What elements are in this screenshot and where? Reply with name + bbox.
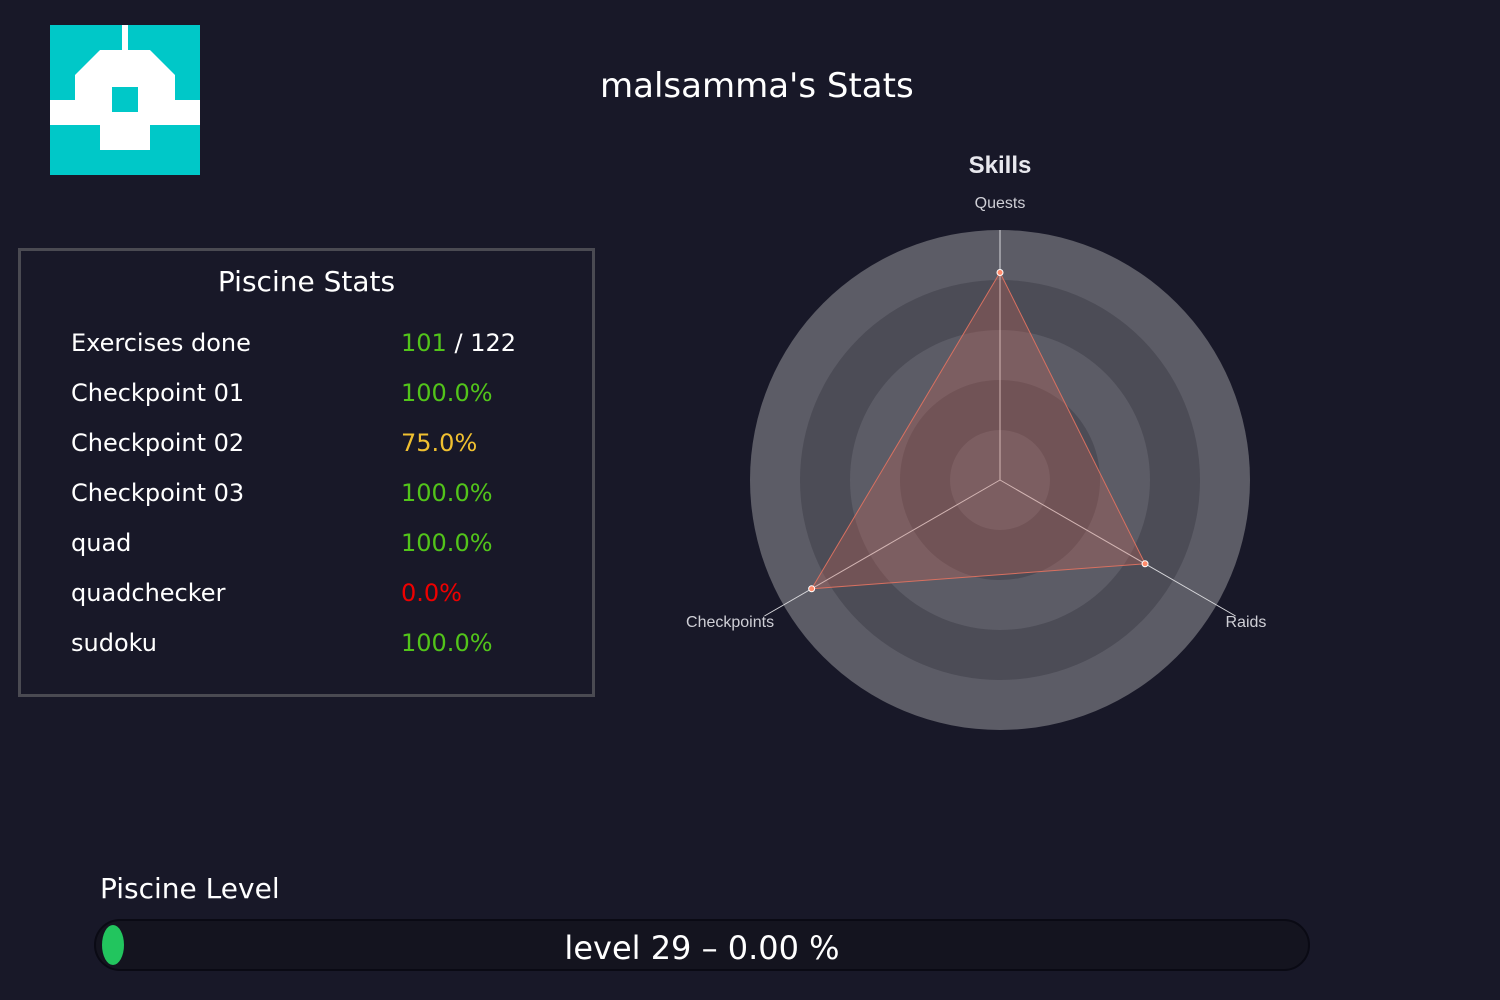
level-progress-bar: level 29 – 0.00 %	[94, 919, 1310, 971]
radar-series	[808, 269, 1149, 593]
radar-axis-label: Checkpoints	[686, 614, 774, 631]
stat-value: 101 / 122	[401, 329, 516, 357]
stat-value: 100.0%	[401, 629, 493, 657]
exercises-total-count: 122	[470, 329, 516, 357]
stat-row-checkpoint-02: Checkpoint 02 75.0%	[71, 429, 571, 463]
stat-row-exercises: Exercises done 101 / 122	[71, 329, 571, 363]
radar-axis-extension	[764, 604, 784, 617]
level-progress-marker	[102, 925, 124, 965]
stat-label: quad	[71, 529, 132, 557]
stat-value: 75.0%	[401, 429, 478, 457]
piscine-stats-panel: Piscine Stats Exercises done 101 / 122 C…	[18, 248, 595, 697]
piscine-stats-title: Piscine Stats	[217, 265, 396, 298]
chart-title: Skills	[969, 152, 1032, 179]
exercises-done-count: 101	[401, 329, 447, 357]
radar-data-point	[808, 585, 816, 593]
radar-axis-label: Quests	[975, 195, 1026, 212]
radar-series-area	[810, 271, 1146, 590]
radar-axis-line	[783, 479, 1001, 606]
stat-label: Checkpoint 03	[71, 479, 245, 507]
stat-row-sudoku: sudoku 100.0%	[71, 629, 571, 663]
stat-label: Exercises done	[71, 329, 251, 357]
radar-axis-label: Raids	[1225, 614, 1266, 631]
stat-value: 100.0%	[401, 479, 493, 507]
avatar	[50, 25, 200, 175]
stat-label: Checkpoint 01	[71, 379, 245, 407]
skills-radar-chart: Skills Quests Raids Checkpoints	[660, 140, 1340, 760]
stat-label: quadchecker	[71, 579, 226, 607]
stat-value: 100.0%	[401, 379, 493, 407]
skills-radar-svg: Skills Quests Raids Checkpoints	[686, 152, 1266, 730]
level-text: level 29 – 0.00 %	[564, 929, 840, 967]
identicon-avatar-icon	[50, 25, 200, 175]
stat-row-checkpoint-03: Checkpoint 03 100.0%	[71, 479, 571, 513]
stat-label: Checkpoint 02	[71, 429, 245, 457]
radar-axis-line	[999, 479, 1217, 606]
radar-data-point	[996, 269, 1004, 276]
radar-data-point	[1141, 560, 1149, 568]
radar-axis-extension	[1216, 604, 1236, 617]
stat-row-quad: quad 100.0%	[71, 529, 571, 563]
stat-value: 0.0%	[401, 579, 462, 607]
stat-row-checkpoint-01: Checkpoint 01 100.0%	[71, 379, 571, 413]
radar-axis-labels: Quests Raids Checkpoints	[686, 195, 1266, 631]
stat-label: sudoku	[71, 629, 158, 657]
level-title: Piscine Level	[100, 872, 280, 905]
exercises-separator: /	[454, 329, 463, 357]
page-title: malsamma's Stats	[600, 66, 914, 106]
stat-value: 100.0%	[401, 529, 493, 557]
stat-row-quadchecker: quadchecker 0.0%	[71, 579, 571, 613]
